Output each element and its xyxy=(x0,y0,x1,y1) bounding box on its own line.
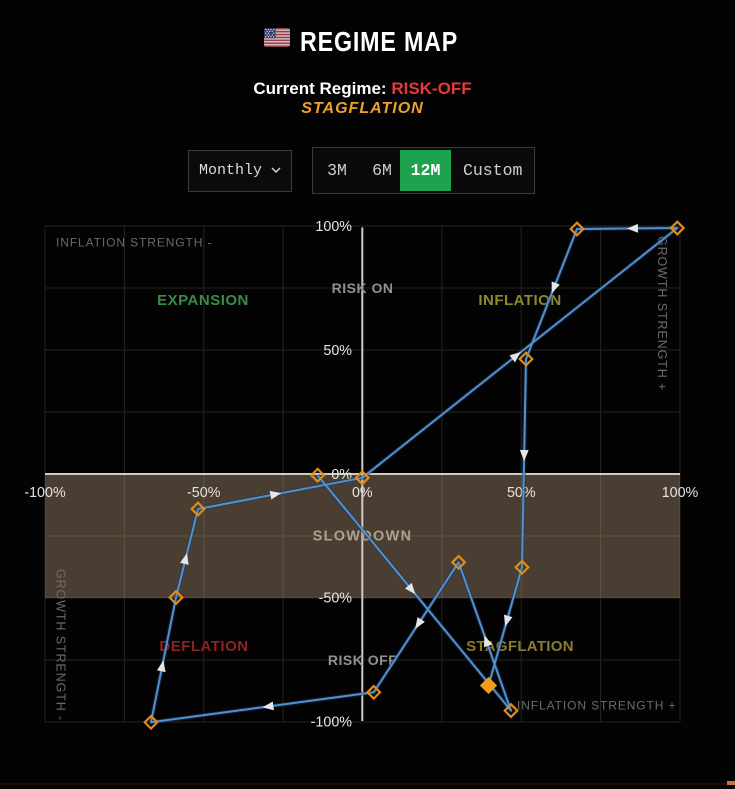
svg-text:-50%: -50% xyxy=(319,591,353,607)
svg-text:100%: 100% xyxy=(315,219,352,235)
svg-text:GROWTH STRENGTH +: GROWTH STRENGTH + xyxy=(655,236,669,391)
svg-text:50%: 50% xyxy=(323,343,352,359)
svg-text:RISK OFF: RISK OFF xyxy=(328,652,397,668)
svg-text:INFLATION: INFLATION xyxy=(478,292,561,309)
svg-text:SLOWDOWN: SLOWDOWN xyxy=(313,529,413,545)
svg-text:100%: 100% xyxy=(662,485,699,501)
svg-text:-100%: -100% xyxy=(311,715,353,731)
svg-text:RISK ON: RISK ON xyxy=(332,280,394,296)
svg-text:INFLATION STRENGTH +: INFLATION STRENGTH + xyxy=(517,699,676,713)
svg-text:EXPANSION: EXPANSION xyxy=(157,292,249,309)
svg-text:STAGFLATION: STAGFLATION xyxy=(466,638,574,655)
svg-text:-50%: -50% xyxy=(187,485,221,501)
svg-text:GROWTH STRENGTH -: GROWTH STRENGTH - xyxy=(54,569,68,721)
svg-text:DEFLATION: DEFLATION xyxy=(159,638,248,655)
svg-text:-100%: -100% xyxy=(24,485,66,501)
svg-text:INFLATION STRENGTH -: INFLATION STRENGTH - xyxy=(56,236,212,250)
svg-text:0%: 0% xyxy=(352,485,373,501)
